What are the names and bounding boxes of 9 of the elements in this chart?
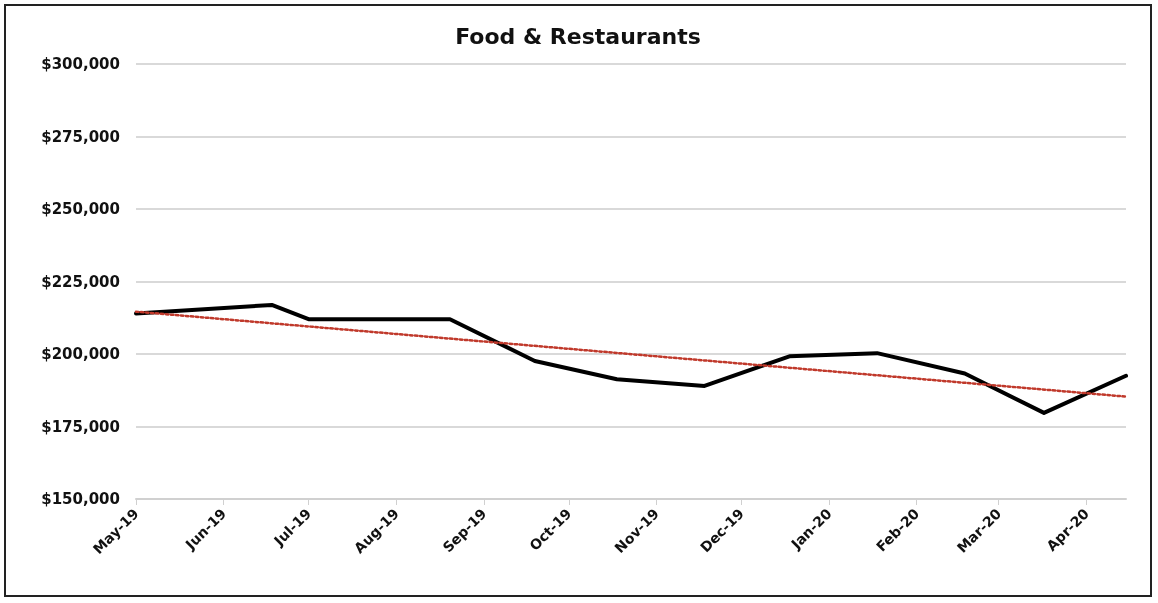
y-tick-label: $225,000 bbox=[41, 272, 120, 291]
y-tick-label: $200,000 bbox=[41, 345, 120, 363]
line-series bbox=[134, 302, 1128, 415]
y-tick-label: $300,000 bbox=[41, 55, 120, 73]
y-tick-label: $175,000 bbox=[41, 417, 120, 436]
y-tick-label: $250,000 bbox=[41, 200, 120, 218]
y-tick-label: $150,000 bbox=[41, 490, 120, 508]
y-tick-label: $275,000 bbox=[41, 127, 120, 146]
chart-title: Food & Restaurants bbox=[455, 23, 701, 49]
